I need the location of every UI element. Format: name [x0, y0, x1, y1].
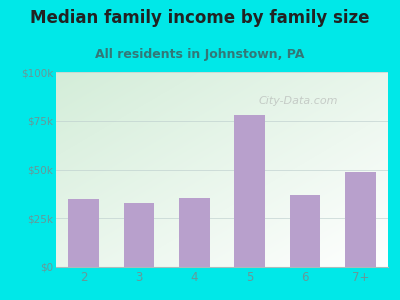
Text: Median family income by family size: Median family income by family size [30, 9, 370, 27]
Bar [124, 203, 154, 267]
Bar [234, 115, 265, 267]
Text: City-Data.com: City-Data.com [259, 96, 338, 106]
Bar [68, 199, 99, 267]
Bar [345, 172, 376, 267]
Text: All residents in Johnstown, PA: All residents in Johnstown, PA [95, 48, 305, 61]
Bar [290, 195, 320, 267]
Bar [179, 198, 210, 267]
